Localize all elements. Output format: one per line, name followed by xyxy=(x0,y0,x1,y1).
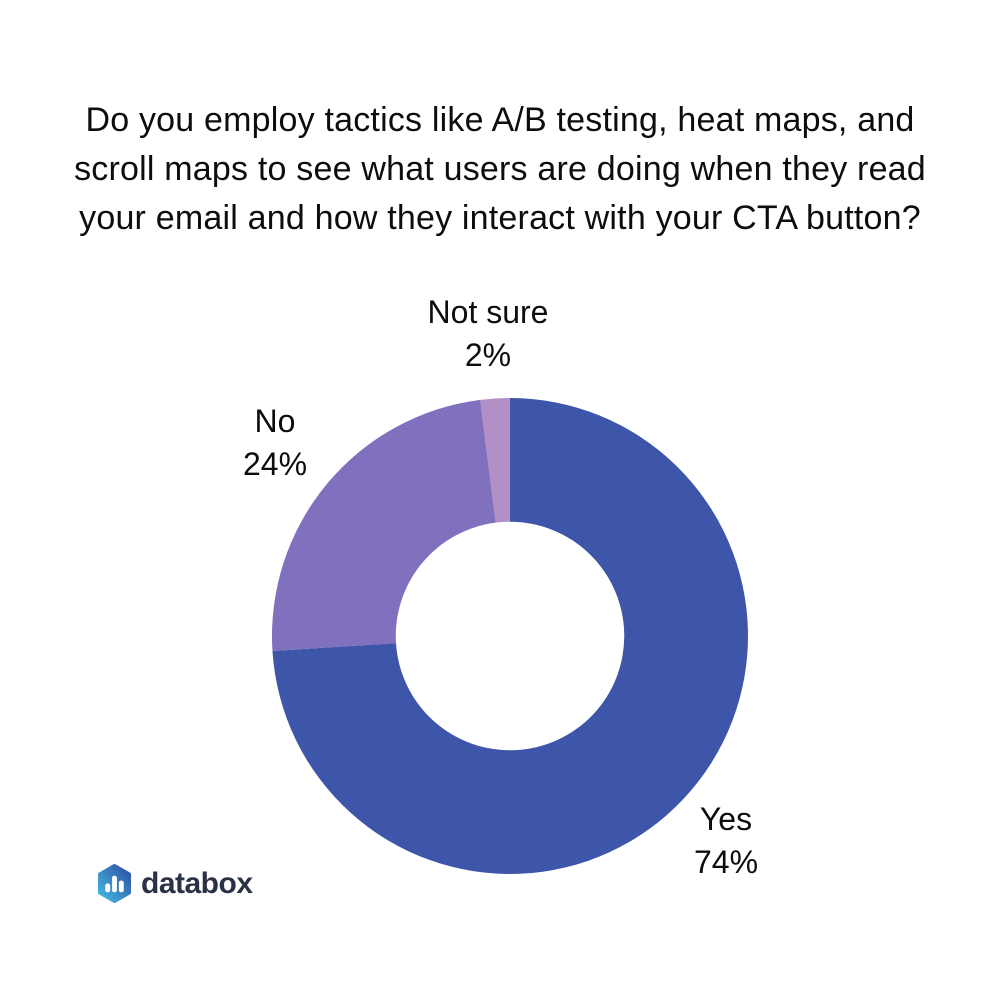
slice-label-not-sure-value: 2% xyxy=(464,337,512,373)
slice-label-yes-category: Yes xyxy=(699,801,753,837)
chart-title-line-1: Do you employ tactics like A/B testing, … xyxy=(85,101,915,139)
donut-slice-no xyxy=(272,399,496,651)
chart-title: Do you employ tactics like A/B testing, … xyxy=(0,96,1000,243)
bar-chart-glyph xyxy=(105,875,124,893)
donut-slice-yes xyxy=(272,398,749,874)
chart-title-line-2: scroll maps to see what users are doing … xyxy=(74,150,926,188)
slice-label-no-value: 24% xyxy=(242,446,308,482)
slice-label-yes-value: 74% xyxy=(693,844,759,880)
chart-title-line-3: your email and how they interact with yo… xyxy=(79,199,921,237)
slice-label-not-sure: Not sure 2% xyxy=(428,291,549,377)
databox-logo: databox xyxy=(97,864,253,903)
slice-label-no: No 24% xyxy=(243,400,307,486)
databox-hexagon-icon xyxy=(97,864,132,903)
slice-label-no-category: No xyxy=(254,403,296,439)
databox-logo-text: databox xyxy=(141,867,253,900)
slice-label-yes: Yes 74% xyxy=(694,798,758,884)
slice-label-not-sure-category: Not sure xyxy=(427,294,549,330)
donut-slice-not-sure xyxy=(480,398,510,523)
donut-slices xyxy=(272,398,749,874)
